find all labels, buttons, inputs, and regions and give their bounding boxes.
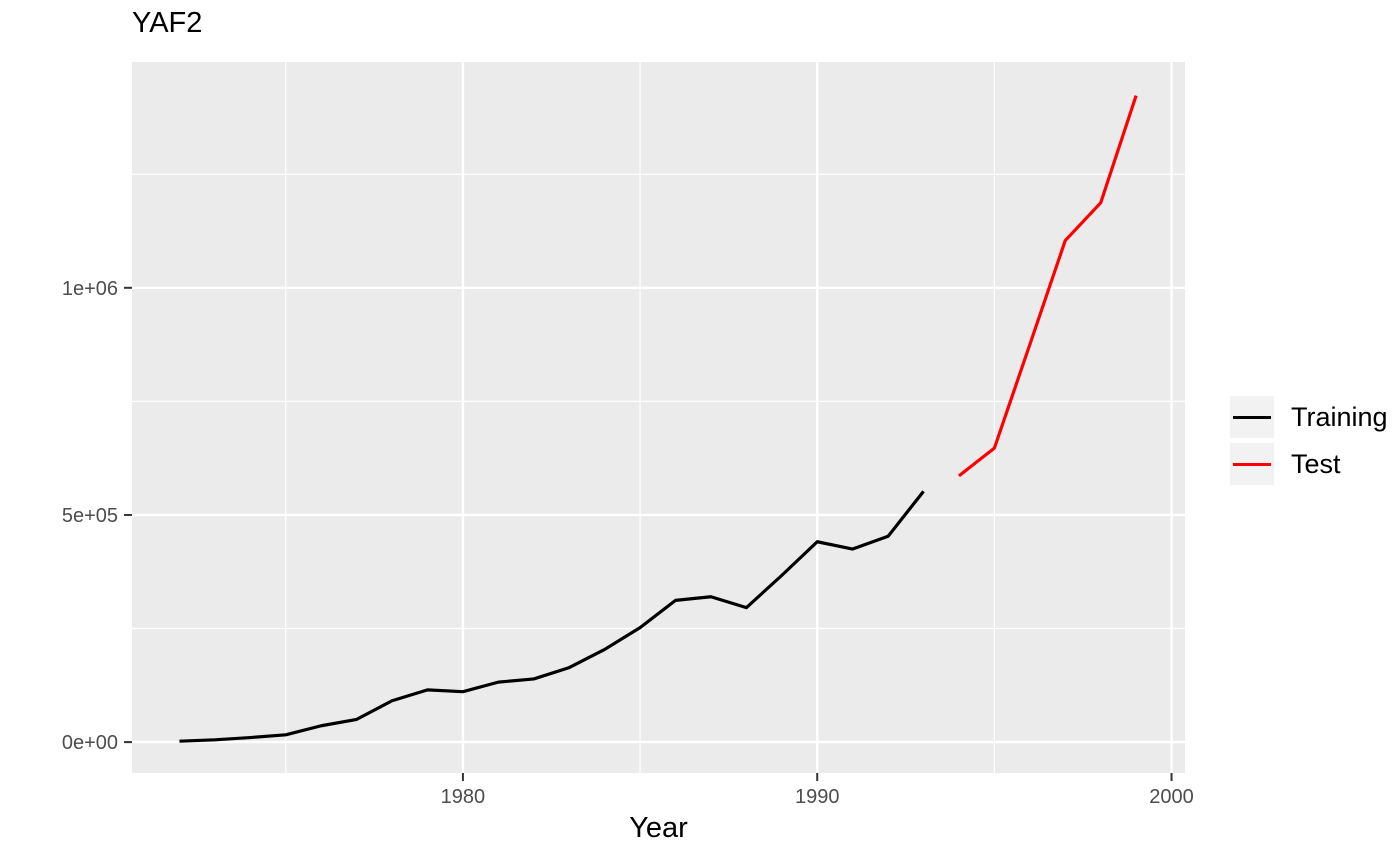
test-line-swatch xyxy=(1233,462,1271,466)
legend-item-training: Training xyxy=(1230,396,1388,438)
legend-label-training: Training xyxy=(1291,401,1388,432)
legend: Training Test xyxy=(1230,396,1388,490)
legend-key-test xyxy=(1230,443,1274,485)
x-tick-label: 1980 xyxy=(441,786,486,808)
plot-title: YAF2 xyxy=(132,7,203,39)
legend-label-test: Test xyxy=(1291,448,1341,479)
plot-canvas: 1980 1990 2000 0e+00 5e+05 1e+06 xyxy=(62,62,1194,808)
x-tick-label: 1990 xyxy=(795,786,840,808)
legend-key-training xyxy=(1230,396,1274,438)
x-tick-label: 2000 xyxy=(1149,786,1194,808)
series-line-training xyxy=(179,490,925,743)
plot-panel xyxy=(132,62,1185,773)
y-tick-label: 0e+00 xyxy=(62,732,118,754)
y-tick-label: 1e+06 xyxy=(62,278,118,300)
x-axis-title: Year xyxy=(629,812,688,844)
series-line-test xyxy=(957,95,1138,478)
training-line-swatch xyxy=(1233,415,1271,419)
y-tick-label: 5e+05 xyxy=(62,505,118,527)
legend-item-test: Test xyxy=(1230,443,1388,485)
